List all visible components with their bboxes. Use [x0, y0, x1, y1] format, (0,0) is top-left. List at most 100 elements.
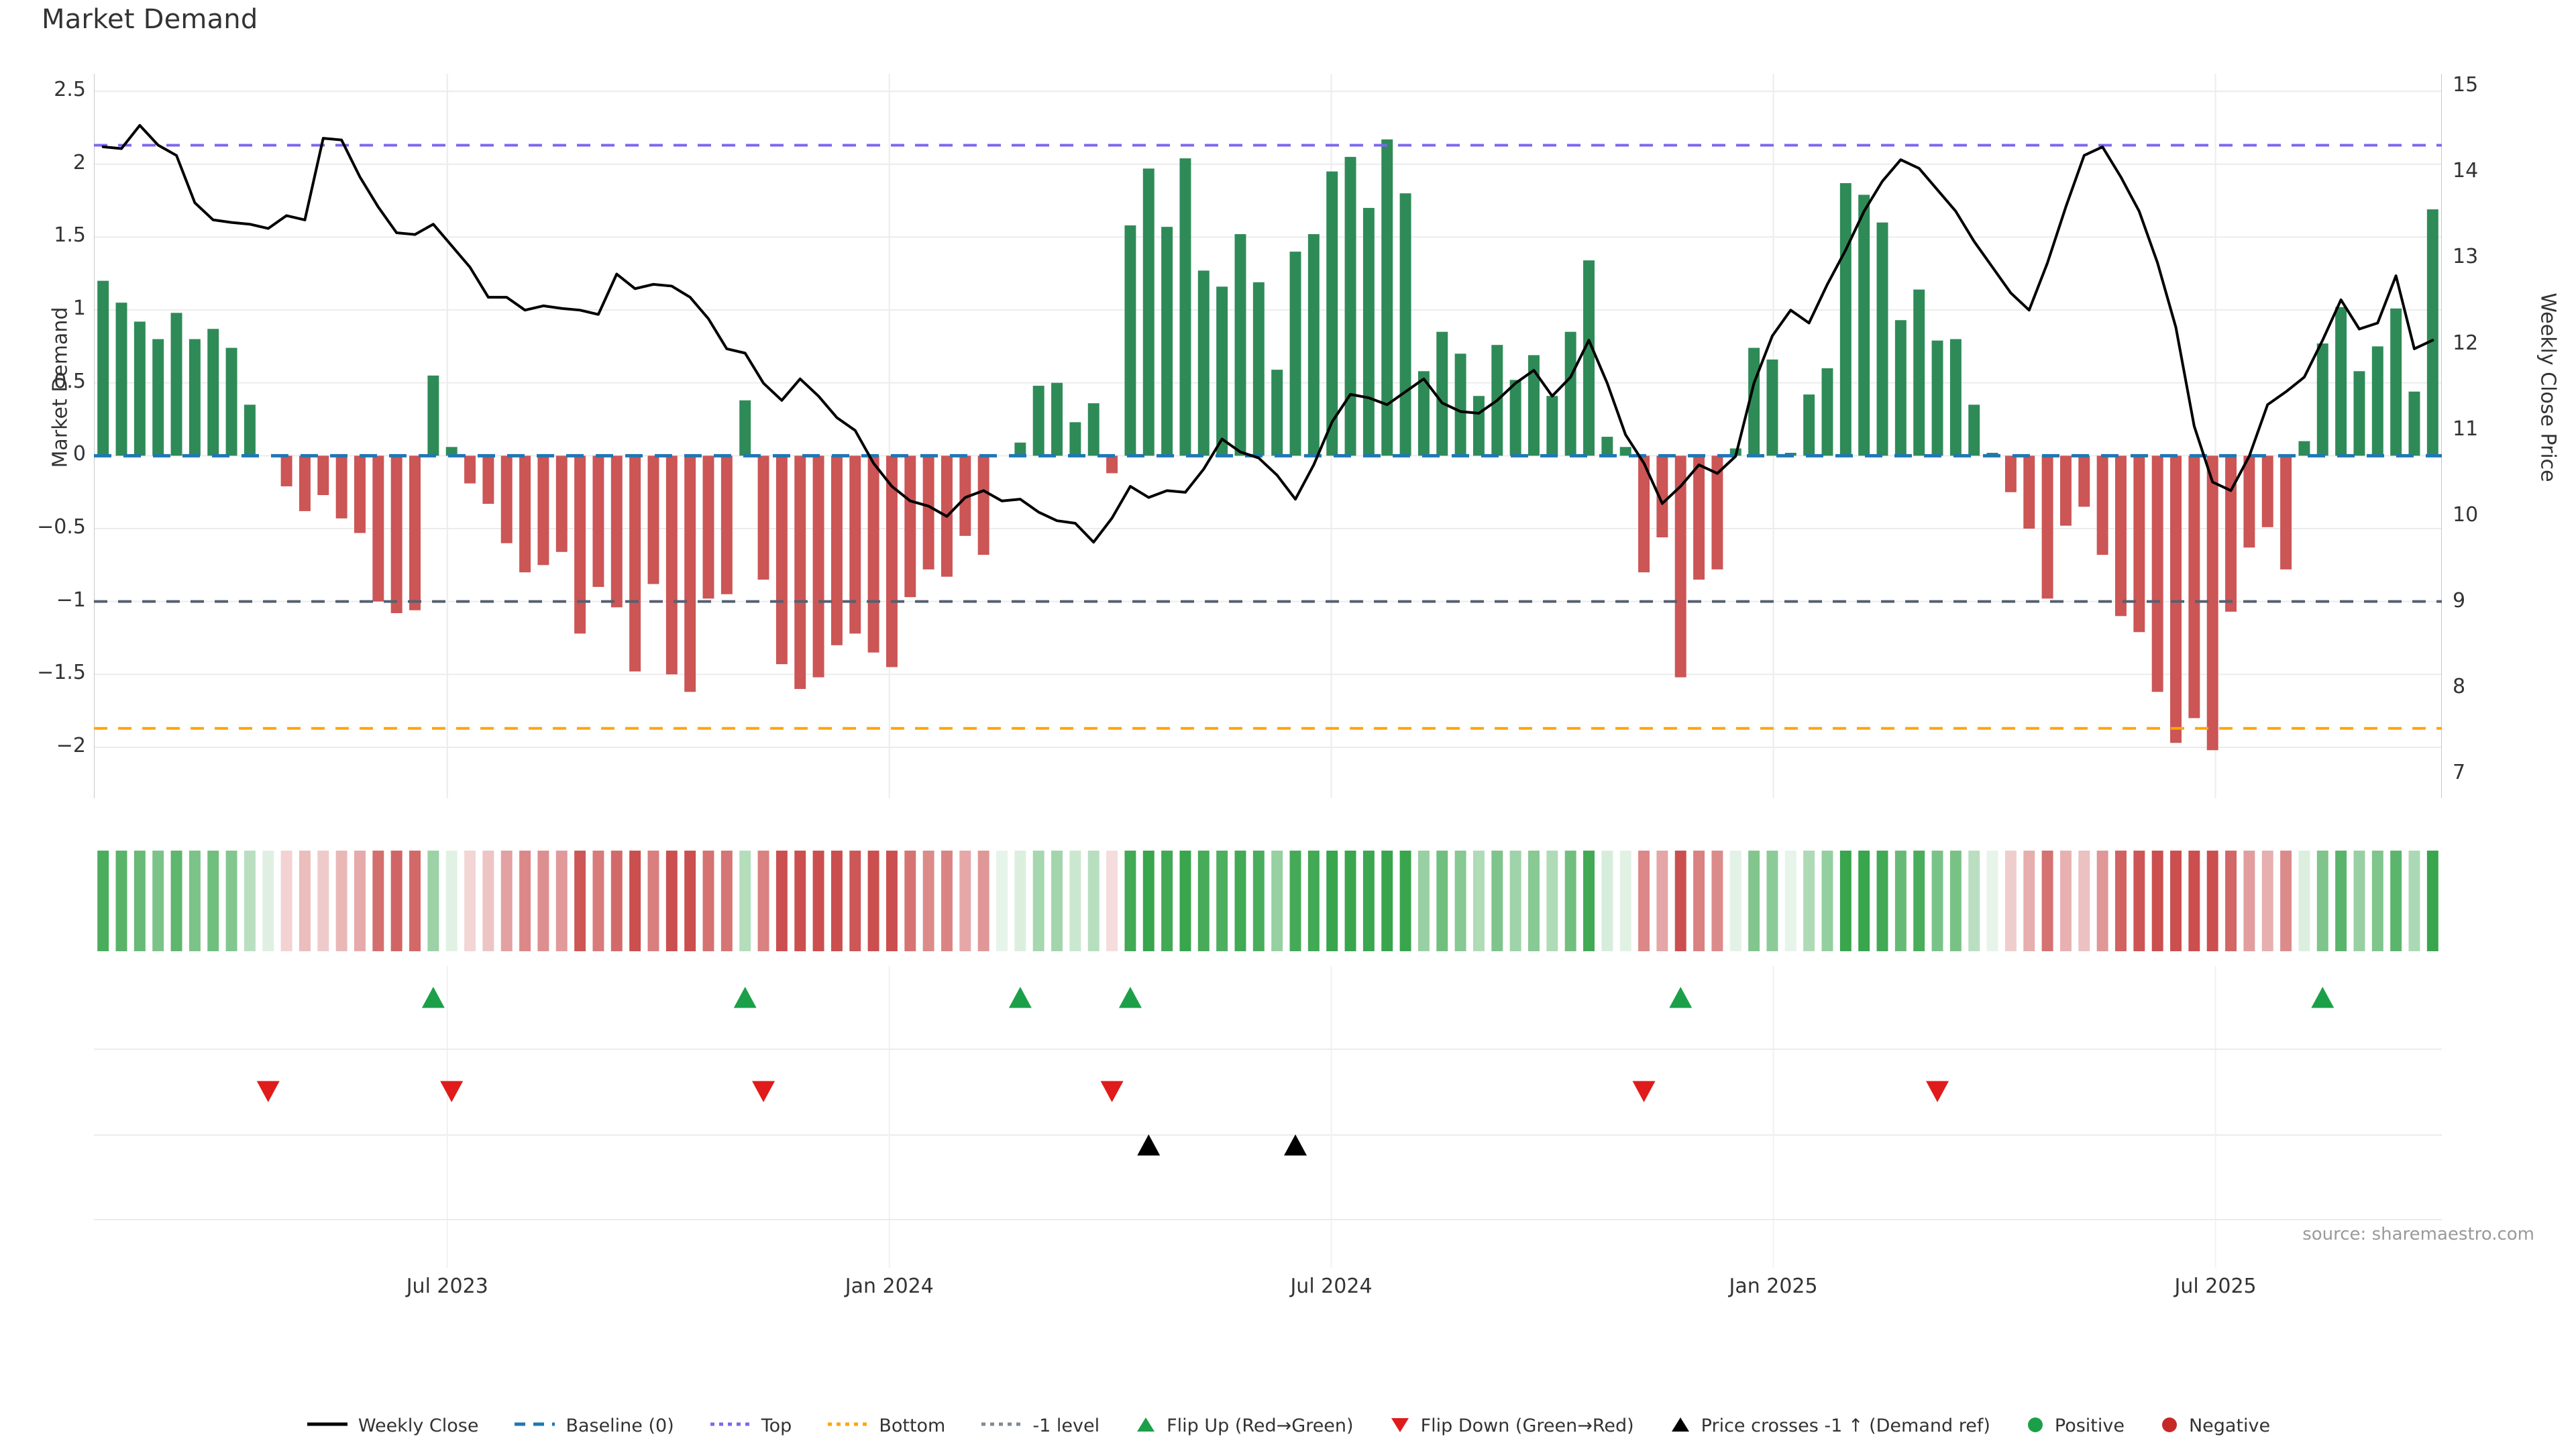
strip-cell-positive — [1436, 851, 1448, 951]
strip-cell-negative — [2261, 851, 2273, 951]
legend-item[interactable]: -1 level — [980, 1415, 1099, 1436]
demand-bar-positive — [133, 321, 146, 456]
demand-bar-positive — [1839, 182, 1851, 456]
demand-bar-positive — [2353, 371, 2365, 456]
demand-bar-positive — [1931, 340, 1943, 456]
demand-bar-positive — [1179, 158, 1191, 456]
strip-cell-negative — [665, 851, 678, 951]
strip-cell-negative — [2151, 851, 2163, 951]
legend-item[interactable]: Negative — [2159, 1414, 2270, 1437]
demand-bar-negative — [2115, 455, 2127, 616]
legend-item[interactable]: Positive — [2025, 1414, 2125, 1437]
legend-item[interactable]: Price crosses -1 ↑ (Demand ref) — [1669, 1414, 1990, 1437]
demand-bar-positive — [427, 375, 439, 456]
demand-bar-positive — [2298, 441, 2310, 456]
strip-cell-positive — [225, 851, 237, 951]
strip-cell-negative — [409, 851, 421, 951]
strip-cell-positive — [170, 851, 182, 951]
strip-cell-positive — [1069, 851, 1081, 951]
demand-bar-negative — [2041, 455, 2053, 599]
demand-bar-positive — [1289, 252, 1301, 456]
strip-cell-negative — [720, 851, 733, 951]
left-tick-label: 2.5 — [54, 78, 86, 102]
demand-bar-negative — [280, 455, 292, 486]
flip-up-marker — [421, 987, 445, 1008]
demand-bar-negative — [2151, 455, 2163, 692]
left-tick-label: 1 — [72, 297, 86, 321]
right-tick-label: 12 — [2453, 331, 2479, 355]
legend-item[interactable]: Bottom — [826, 1415, 945, 1436]
legend-item[interactable]: Top — [709, 1415, 792, 1436]
demand-bar-negative — [684, 455, 696, 692]
legend-item[interactable]: Flip Up (Red→Green) — [1134, 1414, 1354, 1437]
strip-cell-positive — [427, 851, 439, 951]
demand-bar-negative — [665, 455, 678, 675]
strip-cell-positive — [244, 851, 256, 951]
strip-cell-negative — [2133, 851, 2145, 951]
source-credit: source: sharemaestro.com — [2302, 1224, 2534, 1244]
strip-cell-positive — [1803, 851, 1815, 951]
demand-bar-negative — [299, 455, 311, 511]
strip-cell-positive — [262, 851, 274, 951]
demand-bar-positive — [1436, 331, 1448, 456]
demand-bar-positive — [1601, 437, 1613, 456]
strip-cell-negative — [2280, 851, 2292, 951]
demand-bar-negative — [2243, 455, 2255, 548]
strip-cell-positive — [1051, 851, 1063, 951]
demand-bar-negative — [354, 455, 366, 533]
chart-legend: Weekly Close Baseline (0) Top Bottom -1 leve… — [0, 1414, 2576, 1437]
demand-bar-positive — [1087, 403, 1099, 456]
legend-item[interactable]: Baseline (0) — [513, 1415, 674, 1436]
demand-bar-negative — [2023, 455, 2035, 529]
strip-cell-positive — [1472, 851, 1485, 951]
strip-cell-negative — [335, 851, 347, 951]
strip-cell-positive — [1326, 851, 1338, 951]
strip-cell-negative — [2004, 851, 2017, 951]
strip-cell-negative — [610, 851, 623, 951]
demand-bar-positive — [1546, 396, 1558, 456]
legend-item-label: Flip Down (Green→Red) — [1420, 1415, 1634, 1436]
demand-bar-negative — [629, 455, 641, 672]
legend-item[interactable]: Flip Down (Green→Red) — [1389, 1414, 1634, 1437]
x-tick-label: Jul 2024 — [1290, 1275, 1373, 1298]
demand-bar-negative — [2206, 455, 2218, 751]
legend-line-dotted-icon — [826, 1417, 869, 1434]
demand-bar-negative — [2096, 455, 2108, 555]
demand-bar-negative — [2225, 455, 2237, 612]
legend-circle-icon — [2025, 1414, 2045, 1437]
strip-cell-positive — [1142, 851, 1155, 951]
demand-bar-negative — [335, 455, 347, 519]
price-cross-up-marker — [1284, 1134, 1307, 1156]
demand-bar-positive — [1528, 355, 1540, 456]
legend-item-label: Weekly Close — [358, 1415, 479, 1436]
strip-cell-positive — [1729, 851, 1741, 951]
page-title: Market Demand — [42, 4, 258, 35]
x-tick-label: Jan 2024 — [845, 1275, 934, 1298]
lower-gridlines-panel — [94, 1134, 2442, 1268]
strip-cell-positive — [1619, 851, 1631, 951]
strip-cell-negative — [2078, 851, 2090, 951]
strip-cell-positive — [97, 851, 109, 951]
right-tick-label: 14 — [2453, 159, 2479, 183]
strip-cell-positive — [1161, 851, 1173, 951]
demand-bar-negative — [702, 455, 714, 599]
strip-cell-negative — [2243, 851, 2255, 951]
flip-up-marker — [1118, 987, 1142, 1008]
legend-item-label: Price crosses -1 ↑ (Demand ref) — [1701, 1415, 1990, 1436]
demand-bar-negative — [1638, 455, 1650, 573]
demand-bar-negative — [647, 455, 659, 584]
flip-down-marker — [1926, 1081, 1949, 1102]
demand-bar-positive — [2316, 343, 2328, 456]
strip-cell-negative — [574, 851, 586, 951]
left-tick-label: 2 — [72, 150, 86, 174]
strip-cell-positive — [1491, 851, 1503, 951]
legend-item[interactable]: Weekly Close — [306, 1415, 479, 1436]
flip-marker-rows — [94, 966, 2442, 1140]
demand-bar-negative — [959, 455, 971, 536]
legend-item-label: Flip Up (Red→Green) — [1167, 1415, 1354, 1436]
flip-down-marker — [440, 1081, 464, 1102]
strip-cell-negative — [2225, 851, 2237, 951]
demand-bar-positive — [1069, 422, 1081, 456]
demand-bar-positive — [1326, 171, 1338, 456]
demand-bar-positive — [1014, 442, 1026, 456]
